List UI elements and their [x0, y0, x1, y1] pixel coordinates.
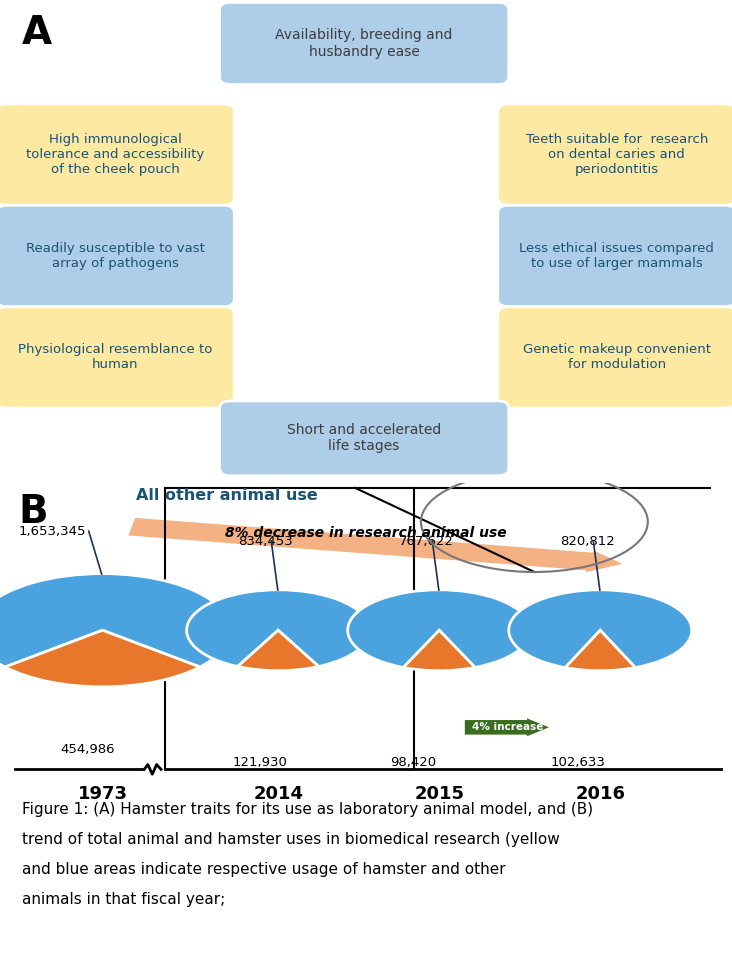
Text: 820,812: 820,812 [560, 535, 615, 548]
Text: 98,420: 98,420 [390, 756, 437, 770]
Wedge shape [238, 630, 318, 670]
Text: B: B [18, 493, 48, 530]
Wedge shape [403, 630, 475, 670]
Text: Readily susceptible to vast
array of pathogens: Readily susceptible to vast array of pat… [26, 242, 205, 270]
Text: Figure 1: (A) Hamster traits for its use as laboratory animal model, and (B)

tr: Figure 1: (A) Hamster traits for its use… [22, 802, 593, 907]
Text: 1973: 1973 [78, 784, 127, 803]
Text: 2016: 2016 [575, 784, 625, 803]
FancyArrow shape [128, 518, 622, 572]
Wedge shape [348, 590, 531, 668]
Text: 767,622: 767,622 [399, 535, 454, 548]
Text: 454,986: 454,986 [61, 744, 115, 756]
Text: 121,930: 121,930 [233, 756, 287, 770]
Text: 2014: 2014 [253, 784, 303, 803]
FancyBboxPatch shape [220, 2, 509, 85]
Text: 1,653,345: 1,653,345 [18, 526, 86, 538]
Text: High immunological
tolerance and accessibility
of the cheek pouch: High immunological tolerance and accessi… [26, 133, 204, 176]
Text: A: A [22, 14, 52, 52]
FancyBboxPatch shape [0, 206, 234, 307]
FancyArrow shape [465, 719, 549, 736]
Wedge shape [0, 574, 231, 667]
Text: All other animal use: All other animal use [136, 488, 318, 503]
Text: 4% increase: 4% increase [471, 722, 543, 731]
Wedge shape [5, 630, 200, 687]
Text: 834,453: 834,453 [238, 535, 293, 548]
Wedge shape [509, 590, 692, 668]
FancyBboxPatch shape [0, 103, 234, 206]
Text: Less ethical issues compared
to use of larger mammals: Less ethical issues compared to use of l… [519, 242, 714, 270]
Text: Physiological resemblance to
human: Physiological resemblance to human [18, 344, 212, 371]
Text: Availability, breeding and
husbandry ease: Availability, breeding and husbandry eas… [275, 28, 453, 59]
FancyBboxPatch shape [498, 307, 732, 408]
FancyBboxPatch shape [498, 206, 732, 307]
Text: 102,633: 102,633 [551, 756, 605, 770]
Wedge shape [565, 630, 635, 670]
Text: Teeth suitable for  research
on dental caries and
periodontitis: Teeth suitable for research on dental ca… [526, 133, 708, 176]
FancyBboxPatch shape [220, 401, 509, 475]
Text: Short and accelerated
life stages: Short and accelerated life stages [287, 423, 441, 453]
FancyBboxPatch shape [498, 103, 732, 206]
Text: Genetic makeup convenient
for modulation: Genetic makeup convenient for modulation [523, 344, 711, 371]
FancyBboxPatch shape [0, 307, 234, 408]
Text: 8% decrease in research animal use: 8% decrease in research animal use [225, 526, 507, 540]
Text: 2015: 2015 [414, 784, 464, 803]
Wedge shape [187, 590, 370, 667]
